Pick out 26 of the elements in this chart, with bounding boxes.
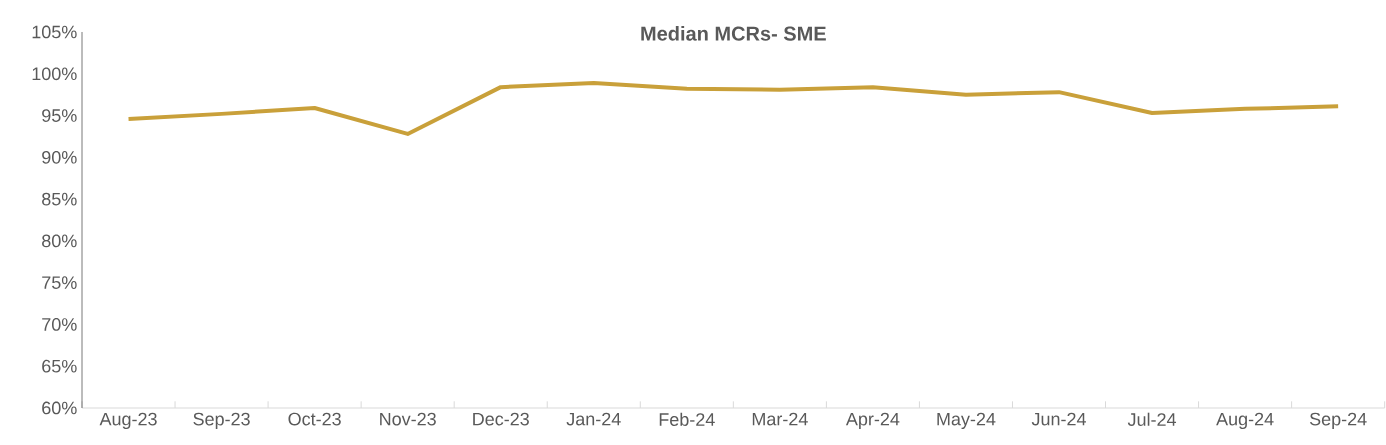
x-tick-label: Sep-23 bbox=[193, 412, 250, 430]
x-tick-label: Sep-24 bbox=[1309, 412, 1367, 430]
x-tick-label: May-24 bbox=[937, 412, 996, 430]
y-tick-label: 100% bbox=[32, 67, 77, 81]
x-tick-label: Feb-24 bbox=[659, 412, 715, 426]
x-tick-label: Nov-23 bbox=[380, 412, 436, 426]
y-tick-label: 105% bbox=[32, 25, 77, 39]
y-tick-label: 75% bbox=[42, 276, 77, 289]
line-series bbox=[126, 80, 1341, 136]
x-tick-label: Jan-24 bbox=[566, 412, 621, 426]
y-tick-label: 60% bbox=[42, 401, 77, 415]
x-tick-label: Jun-24 bbox=[1031, 412, 1086, 426]
x-tick-label: Aug-24 bbox=[1216, 412, 1274, 430]
x-tick-label: Dec-23 bbox=[473, 412, 529, 426]
y-tick-label: 80% bbox=[42, 234, 77, 248]
y-tick-label: 95% bbox=[42, 109, 77, 122]
y-tick-label: 70% bbox=[42, 318, 77, 331]
chart-title: Median MCRs- SME bbox=[641, 26, 826, 41]
x-tick-label: Oct-23 bbox=[288, 412, 341, 426]
x-tick-label: Mar-24 bbox=[752, 412, 808, 426]
y-tick-label: 65% bbox=[42, 359, 77, 373]
y-tick-label: 90% bbox=[42, 150, 77, 164]
y-tick-label: 85% bbox=[42, 192, 77, 206]
x-tick-label: Jul-24 bbox=[1127, 412, 1177, 426]
x-tick-label: Apr-24 bbox=[845, 412, 900, 430]
x-tick-label: Aug-23 bbox=[99, 412, 157, 430]
